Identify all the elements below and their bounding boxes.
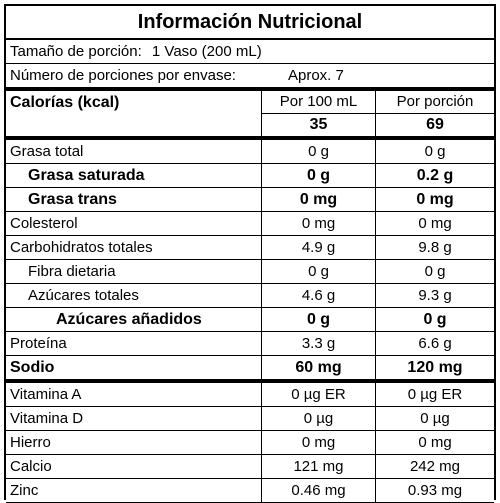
nutrient-per100: 0 mg bbox=[262, 431, 376, 454]
servings-count-value: Aprox. 7 bbox=[288, 67, 344, 84]
nutrient-name: Grasa total bbox=[6, 140, 262, 163]
nutrient-portion: 9.3 g bbox=[418, 287, 452, 304]
nutrient-name: Zinc bbox=[6, 479, 262, 502]
nutrient-portion: 0.93 mg bbox=[407, 482, 463, 499]
nutrient-portion: 120 mg bbox=[407, 359, 463, 376]
nutrient-per100: 0 mg bbox=[262, 188, 376, 211]
nutrient-row: Vitamina D 0 µg 0 µg bbox=[6, 407, 494, 431]
serving-size-row: Tamaño de porción: 1 Vaso (200 mL) bbox=[6, 40, 494, 64]
nutrient-per100: 0 µg bbox=[262, 407, 376, 430]
nutrient-per100: 0 g bbox=[262, 164, 376, 187]
nutrient-per100: 121 mg bbox=[262, 455, 376, 478]
nutrient-row: Carbohidratos totales 4.9 g 9.8 g bbox=[6, 236, 494, 260]
nutrient-portion: 0.2 g bbox=[416, 167, 454, 184]
nutrient-row: Vitamina A 0 µg ER 0 µg ER bbox=[6, 383, 494, 407]
nutrient-per100: 4.9 g bbox=[262, 236, 376, 259]
calories-per-100ml: 35 bbox=[309, 116, 328, 133]
nutrient-name: Carbohidratos totales bbox=[6, 236, 262, 259]
nutrient-per100: 0 g bbox=[262, 260, 376, 283]
nutrient-row: Hierro 0 mg 0 mg bbox=[6, 431, 494, 455]
serving-size-value: 1 Vaso (200 mL) bbox=[151, 43, 262, 60]
servings-per-container-row: Número de porciones por envase: Aprox. 7 bbox=[6, 64, 494, 91]
nutrient-per100: 0 µg ER bbox=[262, 383, 376, 406]
nutrient-row: Azúcares añadidos 0 g 0 g bbox=[6, 308, 494, 332]
nutrient-name: Calcio bbox=[6, 455, 262, 478]
nutrient-name: Grasa saturada bbox=[6, 164, 262, 187]
nutrient-name: Vitamina A bbox=[6, 383, 262, 406]
per-portion-column: Por porción 69 bbox=[376, 91, 494, 136]
nutrient-name: Sodio bbox=[6, 356, 262, 379]
nutrient-per100: 60 mg bbox=[262, 356, 376, 379]
nutrient-name: Colesterol bbox=[6, 212, 262, 235]
nutrient-per100: 4.6 g bbox=[262, 284, 376, 307]
nutrient-per100: 0 mg bbox=[262, 212, 376, 235]
nutrient-name: Fibra dietaria bbox=[6, 260, 262, 283]
nutrient-row: Proteína 3.3 g 6.6 g bbox=[6, 332, 494, 356]
nutrient-portion: 6.6 g bbox=[418, 335, 452, 352]
nutrient-row: Azúcares totales 4.6 g 9.3 g bbox=[6, 284, 494, 308]
nutrient-row: Grasa trans 0 mg 0 mg bbox=[6, 188, 494, 212]
nutrient-portion: 0 mg bbox=[418, 215, 452, 232]
nutrient-portion: 0 mg bbox=[418, 434, 452, 451]
nutrient-per100: 0 g bbox=[262, 308, 376, 331]
nutrient-portion: 0 g bbox=[424, 263, 446, 280]
nutrient-row: Fibra dietaria 0 g 0 g bbox=[6, 260, 494, 284]
nutrient-portion: 9.8 g bbox=[418, 239, 452, 256]
nutrient-portion: 0 µg ER bbox=[407, 386, 463, 403]
per-portion-header: Por porción bbox=[376, 91, 494, 114]
nutrient-row: Colesterol 0 mg 0 mg bbox=[6, 212, 494, 236]
nutrient-name: Azúcares añadidos bbox=[6, 308, 262, 331]
serving-size-label: Tamaño de porción: bbox=[10, 43, 142, 60]
nutrient-name: Vitamina D bbox=[6, 407, 262, 430]
nutrient-portion: 0 µg bbox=[420, 410, 450, 427]
calories-per-portion: 69 bbox=[426, 116, 444, 133]
nutrient-portion: 242 mg bbox=[409, 458, 461, 475]
per-100ml-header: Por 100 mL bbox=[262, 91, 375, 114]
nutrient-row: Zinc 0.46 mg 0.93 mg bbox=[6, 479, 494, 503]
nutrient-row: Calcio 121 mg 242 mg bbox=[6, 455, 494, 479]
calories-header: Calorías (kcal) Por 100 mL 35 Por porció… bbox=[6, 91, 494, 140]
nutrient-name: Hierro bbox=[6, 431, 262, 454]
nutrient-portion: 0 mg bbox=[416, 191, 454, 208]
nutrition-facts-label: Información Nutricional Tamaño de porció… bbox=[4, 4, 496, 503]
nutrient-per100: 0.46 mg bbox=[262, 479, 376, 502]
nutrient-row: Grasa saturada 0 g 0.2 g bbox=[6, 164, 494, 188]
per-100ml-column: Por 100 mL 35 bbox=[262, 91, 376, 136]
nutrient-per100: 3.3 g bbox=[262, 332, 376, 355]
servings-count-label: Número de porciones por envase: bbox=[10, 67, 236, 84]
nutrient-row: Grasa total 0 g 0 g bbox=[6, 140, 494, 164]
nutrient-name: Proteína bbox=[6, 332, 262, 355]
calories-label: Calorías (kcal) bbox=[6, 91, 262, 136]
nutrient-name: Grasa trans bbox=[6, 188, 262, 211]
nutrient-portion: 0 g bbox=[423, 311, 447, 328]
label-title: Información Nutricional bbox=[6, 6, 494, 40]
nutrient-name: Azúcares totales bbox=[6, 284, 262, 307]
nutrient-per100: 0 g bbox=[262, 140, 376, 163]
nutrient-row: Sodio 60 mg 120 mg bbox=[6, 356, 494, 383]
nutrient-portion: 0 g bbox=[424, 143, 446, 160]
